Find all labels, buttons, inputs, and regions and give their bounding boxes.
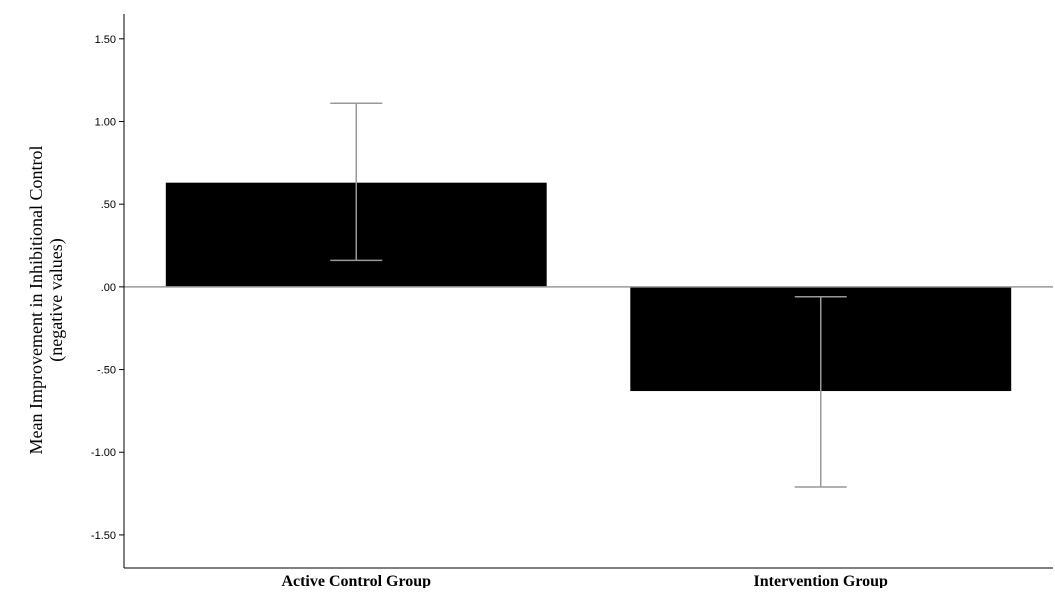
- y-axis-title-line-1: Mean Improvement in Inhibitional Control: [26, 146, 46, 455]
- y-tick-label-1: 1.50: [95, 34, 116, 46]
- y-tick-label-5: -.50: [97, 365, 116, 377]
- x-category-label-1: Active Control Group: [281, 573, 431, 588]
- y-tick-label-2: 1.00: [95, 116, 116, 128]
- y-tick-label-6: -1.00: [91, 447, 116, 459]
- y-axis-title-line-2: (negative values): [46, 238, 67, 361]
- y-tick-label-3: .50: [101, 199, 116, 211]
- y-tick-label-7: -1.50: [91, 530, 116, 542]
- x-category-label-2: Intervention Group: [754, 573, 888, 588]
- y-tick-label-4: .00: [101, 282, 116, 294]
